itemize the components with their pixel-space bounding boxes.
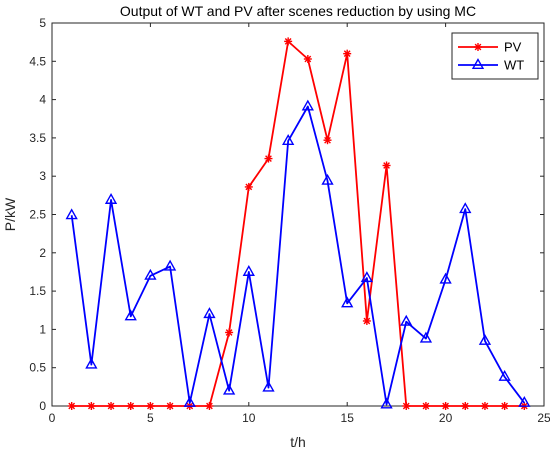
x-tick-label: 0 [49, 411, 56, 425]
data-point-wt [498, 369, 511, 381]
data-point-wt [301, 99, 314, 111]
y-tick-label: 5 [39, 16, 46, 30]
y-axis-ticks: 0 0.5 1 1.5 2 2.5 3 3.5 4 4.5 5 [29, 16, 544, 413]
data-point-pv [225, 328, 234, 337]
legend: PV WT [451, 32, 539, 80]
x-tick-label: 15 [341, 411, 355, 425]
data-point-wt [163, 259, 177, 271]
data-point-wt [400, 314, 413, 326]
y-tick-label: 4.5 [29, 54, 46, 68]
legend-marker [471, 58, 485, 70]
data-point-wt [321, 173, 334, 185]
data-point-pv [87, 402, 96, 410]
data-point-wt [380, 397, 393, 409]
data-point-wt [341, 296, 354, 308]
data-point-pv [205, 402, 214, 410]
data-point-wt [360, 271, 374, 283]
x-tick-label: 5 [147, 411, 154, 425]
data-point-wt [518, 396, 531, 407]
x-axis-label: t/h [290, 434, 306, 450]
y-tick-label: 1.5 [29, 284, 46, 298]
data-point-wt [124, 309, 137, 321]
x-tick-label: 20 [439, 411, 453, 425]
data-point-wt [183, 396, 196, 407]
y-tick-label: 3 [39, 169, 46, 183]
data-point-pv [480, 402, 489, 410]
data-point-pv [244, 182, 253, 191]
data-point-wt [262, 380, 275, 392]
legend-marker [474, 43, 482, 51]
data-point-pv [323, 136, 332, 145]
x-tick-label: 10 [242, 411, 256, 425]
legend-wt-label: WT [504, 58, 524, 73]
data-point-pv [284, 37, 293, 46]
y-axis-label: P/kW [2, 197, 18, 231]
data-point-pv [166, 402, 175, 410]
y-tick-label: 0 [39, 399, 46, 413]
data-point-pv [421, 402, 430, 410]
data-point-wt [419, 331, 433, 343]
series-layer [65, 37, 531, 410]
data-point-wt [439, 272, 452, 284]
data-point-wt [459, 202, 472, 214]
data-point-pv [146, 402, 155, 410]
data-point-wt [242, 265, 255, 276]
plot-area [51, 22, 545, 407]
data-point-pv [303, 55, 312, 64]
x-tick-label: 25 [537, 411, 550, 425]
y-tick-label: 3.5 [29, 131, 46, 145]
legend-wt-sample [458, 58, 498, 70]
data-point-wt [222, 383, 236, 395]
data-point-pv [67, 402, 76, 410]
data-point-pv [461, 402, 470, 410]
data-point-pv [402, 402, 411, 410]
data-point-wt [282, 134, 295, 145]
legend-pv-sample [458, 43, 498, 51]
chart-title: Output of WT and PV after scenes reducti… [120, 3, 476, 19]
data-point-pv [264, 154, 273, 163]
y-tick-label: 1 [39, 322, 46, 336]
series-wt [65, 99, 531, 409]
x-axis-ticks: 0 5 10 15 20 25 [49, 23, 550, 425]
data-point-pv [126, 402, 135, 410]
y-tick-label: 2.5 [29, 208, 46, 222]
y-tick-label: 0.5 [29, 361, 46, 375]
data-point-pv [362, 316, 371, 325]
data-point-wt [144, 268, 157, 280]
y-tick-label: 2 [39, 246, 46, 260]
data-point-wt [203, 307, 216, 319]
legend-box [451, 32, 539, 80]
legend-pv-label: PV [504, 40, 522, 55]
data-point-wt [104, 193, 118, 204]
data-point-wt [65, 208, 78, 220]
data-point-wt [85, 357, 98, 369]
series-line-wt [70, 105, 526, 406]
data-point-pv [343, 49, 352, 58]
data-point-wt [478, 333, 492, 345]
data-point-pv [500, 402, 509, 410]
data-point-pv [382, 161, 391, 170]
data-point-pv [441, 402, 450, 410]
y-tick-label: 4 [39, 93, 46, 107]
data-point-pv [107, 402, 116, 410]
